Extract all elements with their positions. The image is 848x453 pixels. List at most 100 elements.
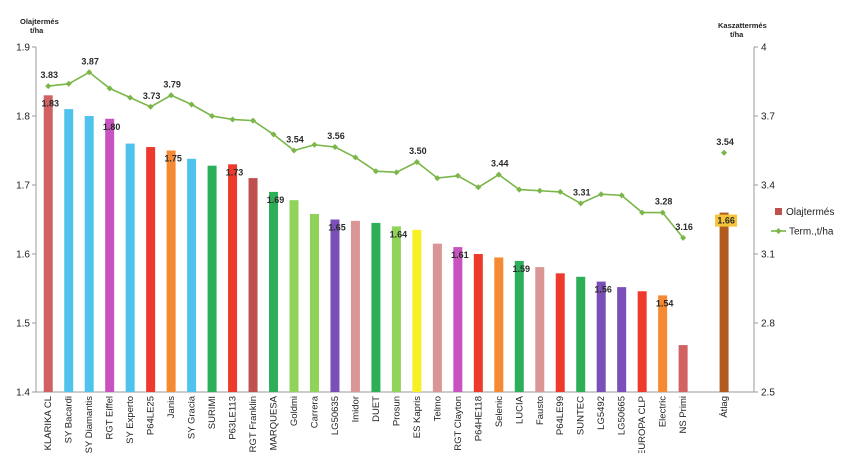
x-tick-label: Carrera xyxy=(309,395,320,428)
x-tick-label: Fausto xyxy=(535,396,546,425)
x-tick-label: EUROPA CLP xyxy=(637,396,648,453)
y-left-tick-label: 1.5 xyxy=(16,319,30,330)
data-label: 1.80 xyxy=(103,122,121,132)
data-label: 3.79 xyxy=(163,79,181,89)
chart-axes: 1.4 1.5 1.6 1.7 1.8 1.9 2.5 2.8 3.1 3.4 3.7 4 KLARIK… xyxy=(16,43,775,453)
x-tick-label: P64LE99 xyxy=(555,396,566,435)
bar xyxy=(207,165,217,392)
legend-label-olajtermes: Olajtermés xyxy=(786,207,834,218)
bar xyxy=(678,345,688,392)
x-tick-label: Selenic xyxy=(494,396,505,427)
line-marker xyxy=(45,83,52,90)
line-marker xyxy=(434,175,441,182)
y-right-tick-label: 2.5 xyxy=(761,388,775,399)
data-label: 1.56 xyxy=(594,285,612,295)
y-right-tick-label: 3.4 xyxy=(761,181,775,192)
x-tick-label: Janis xyxy=(166,396,177,418)
x-tick-label: Imidor xyxy=(350,396,361,422)
x-tick-label: Átlag xyxy=(719,396,730,418)
y-left-tick-label: 1.9 xyxy=(16,43,30,54)
data-label: 1.83 xyxy=(41,98,59,108)
y-left-title-line2: t/ha xyxy=(30,26,44,35)
y-left-title-line1: Olajtermés xyxy=(20,17,59,26)
y-right-tick-label: 2.8 xyxy=(761,319,775,330)
x-tick-label: RGT Eiffel xyxy=(105,396,116,439)
x-tick-label: SY Experto xyxy=(125,396,136,444)
line-marker xyxy=(127,94,134,101)
x-tick-label: Telmo xyxy=(432,396,443,421)
x-tick-label: SY Gracia xyxy=(187,395,198,439)
bar xyxy=(228,164,238,392)
bar xyxy=(269,191,279,392)
line-marker xyxy=(557,188,564,195)
line-marker xyxy=(413,159,420,165)
legend: Olajtermés Term.,t/ha xyxy=(771,207,834,238)
line-marker xyxy=(250,117,257,124)
y-right-tick-label: 3.1 xyxy=(761,250,775,261)
x-tick-label: P64LE25 xyxy=(146,396,157,435)
line-series-termes xyxy=(45,69,728,241)
bar xyxy=(105,118,115,392)
line-marker xyxy=(516,186,523,193)
data-label: 3.28 xyxy=(655,197,673,207)
bar xyxy=(64,109,74,392)
bar xyxy=(309,213,319,392)
data-label: 1.65 xyxy=(328,223,346,233)
bar xyxy=(187,158,197,392)
bar xyxy=(84,116,94,392)
data-label: 3.44 xyxy=(491,159,509,169)
bar xyxy=(166,150,176,392)
data-label: 1.59 xyxy=(513,264,531,274)
legend-label-termes: Term.,t/ha xyxy=(789,227,834,238)
data-label: 1.54 xyxy=(656,298,674,308)
bar xyxy=(289,200,299,392)
bar xyxy=(43,95,53,393)
data-label: 1.61 xyxy=(451,250,469,260)
bar xyxy=(576,276,586,392)
data-label-background xyxy=(715,214,738,227)
bar xyxy=(391,226,401,392)
line-marker xyxy=(106,85,113,92)
x-tick-label: SUNTEC xyxy=(576,396,587,435)
x-tick-label: Prosun xyxy=(391,396,402,426)
x-tick-label: Goldmi xyxy=(289,396,300,426)
bar xyxy=(658,295,668,392)
x-tick-label: SY Diamantis xyxy=(84,396,95,453)
x-tick-label: Electric xyxy=(658,396,669,427)
bar xyxy=(146,147,156,392)
x-tick-label: DUET xyxy=(371,396,382,422)
bar xyxy=(248,178,258,392)
y-right-tick-label: 4 xyxy=(761,43,767,54)
data-label: 1.73 xyxy=(226,167,244,177)
data-labels: 1.83 1.80 1.75 1.73 1.69 1.65 1.64 1.61 1.59 1.56… xyxy=(40,56,738,308)
y-right-tick-label: 3.7 xyxy=(761,112,775,123)
x-tick-label: SY Bacardi xyxy=(64,396,75,443)
bar xyxy=(453,247,463,392)
y-left-tick-label: 1.6 xyxy=(16,250,30,261)
x-tick-label: LG5492 xyxy=(596,396,607,430)
y-left-tick-label: 1.7 xyxy=(16,181,30,192)
bar xyxy=(596,281,606,392)
data-label: 1.66 xyxy=(717,216,735,226)
line-marker xyxy=(618,192,625,199)
data-label: 3.50 xyxy=(409,146,427,156)
bar xyxy=(330,219,340,392)
bar-series-olajtermes xyxy=(43,95,729,393)
data-label: 3.54 xyxy=(716,137,734,147)
data-label: 3.87 xyxy=(81,56,99,66)
line-marker xyxy=(475,184,482,191)
x-tick-label: ES Kapris xyxy=(412,396,423,438)
x-tick-label: P63LE113 xyxy=(228,396,239,440)
y-right-title-line2: t/ha xyxy=(730,30,744,39)
data-label: 3.56 xyxy=(327,131,345,141)
line-marker xyxy=(659,209,666,216)
bar xyxy=(514,260,524,392)
x-tick-label: KLARIKA CL xyxy=(43,396,54,450)
data-label: 1.75 xyxy=(164,154,182,164)
line-marker xyxy=(168,92,175,99)
line-marker xyxy=(209,113,216,119)
line-marker xyxy=(372,168,379,175)
x-tick-label: LG50635 xyxy=(330,396,341,435)
data-label: 3.73 xyxy=(143,91,161,101)
